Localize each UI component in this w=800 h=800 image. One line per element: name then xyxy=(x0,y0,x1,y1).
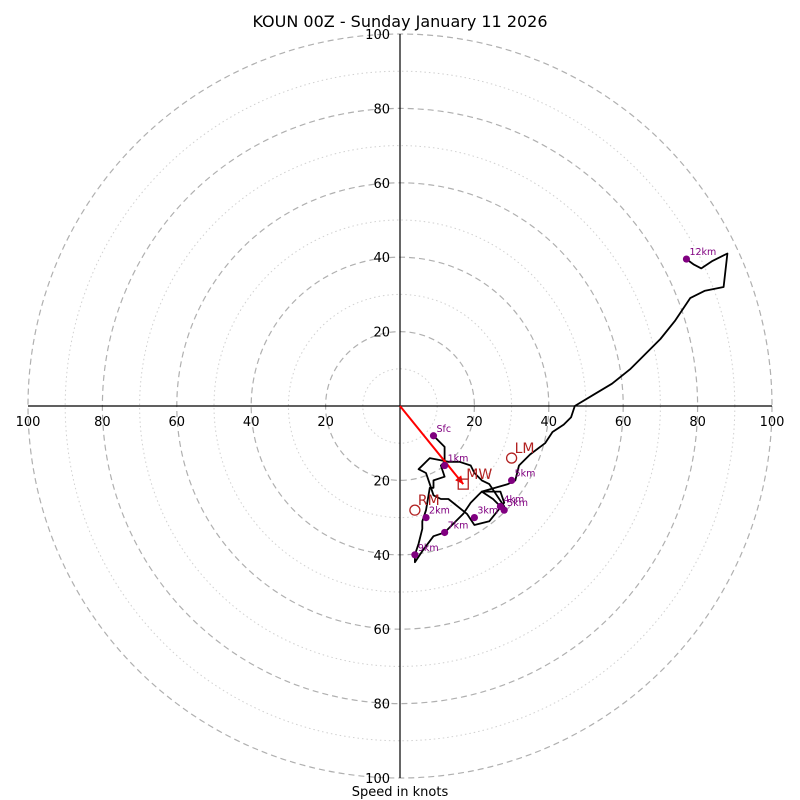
tick-label-top-100: 100 xyxy=(365,28,390,43)
tick-label-left-20: 20 xyxy=(317,415,334,430)
storm-motion-lm-label: LM xyxy=(515,441,535,457)
hodograph-trace xyxy=(413,252,729,564)
tick-label-right-60: 60 xyxy=(615,415,632,430)
tick-label-bottom-20: 20 xyxy=(373,474,390,489)
height-label-4: 4km xyxy=(503,494,524,505)
height-marker-6 xyxy=(508,476,516,484)
storm-motion-mw-marker xyxy=(457,478,469,490)
tick-label-right-100: 100 xyxy=(760,415,785,430)
storm-motion-rm-label: RM xyxy=(418,493,440,509)
height-label-5: 5km xyxy=(507,498,528,509)
tick-labels: 20 20 20 20 40 40 40 40 60 60 60 60 80 80 80 80 100 100 10… xyxy=(16,28,785,787)
tick-label-left-100: 100 xyxy=(16,415,41,430)
tick-label-right-40: 40 xyxy=(541,415,558,430)
storm-motion-rm-marker xyxy=(409,504,421,516)
height-label-2: 2km xyxy=(429,506,450,517)
x-axis-label: Speed in knots xyxy=(352,785,449,800)
tick-label-left-80: 80 xyxy=(94,415,111,430)
chart-title: KOUN 00Z - Sunday January 11 2026 xyxy=(252,12,547,31)
height-marker-8 xyxy=(411,551,419,559)
height-label-3: 3km xyxy=(477,506,498,517)
height-label-8: 9km xyxy=(418,543,439,554)
tick-label-top-20: 20 xyxy=(373,326,390,341)
height-marker-1 xyxy=(441,461,449,470)
storm-motion-mw-label: MW xyxy=(466,467,492,483)
tick-label-top-80: 80 xyxy=(373,102,390,117)
height-label-0: Sfc xyxy=(436,424,451,435)
tick-label-bottom-100: 100 xyxy=(365,772,390,787)
height-marker-3 xyxy=(470,514,478,522)
height-marker-0 xyxy=(429,432,438,440)
tick-label-top-40: 40 xyxy=(373,251,390,266)
height-marker-2 xyxy=(422,514,430,522)
height-marker-9 xyxy=(682,255,691,263)
tick-label-bottom-40: 40 xyxy=(373,549,390,564)
mean-wind-vector-layer xyxy=(399,405,465,485)
tick-label-right-80: 80 xyxy=(689,415,706,430)
height-label-1: 1km xyxy=(448,454,469,465)
height-marker-5 xyxy=(500,506,508,514)
tick-label-left-40: 40 xyxy=(243,415,260,430)
tick-label-bottom-60: 60 xyxy=(373,623,390,638)
height-label-9: 12km xyxy=(689,247,716,258)
hodograph-trace-layer xyxy=(413,252,729,564)
tick-label-left-60: 60 xyxy=(169,415,186,430)
height-label-7: 7km xyxy=(448,520,469,531)
storm-motion-layer: RM LM MW xyxy=(409,441,535,516)
tick-label-top-60: 60 xyxy=(373,177,390,192)
height-marker-7 xyxy=(441,528,449,537)
tick-label-bottom-80: 80 xyxy=(373,698,390,713)
storm-motion-lm-marker xyxy=(505,452,518,464)
tick-label-right-20: 20 xyxy=(466,415,483,430)
mean-wind-vector-line xyxy=(399,405,465,485)
height-label-6: 5km xyxy=(515,468,536,479)
